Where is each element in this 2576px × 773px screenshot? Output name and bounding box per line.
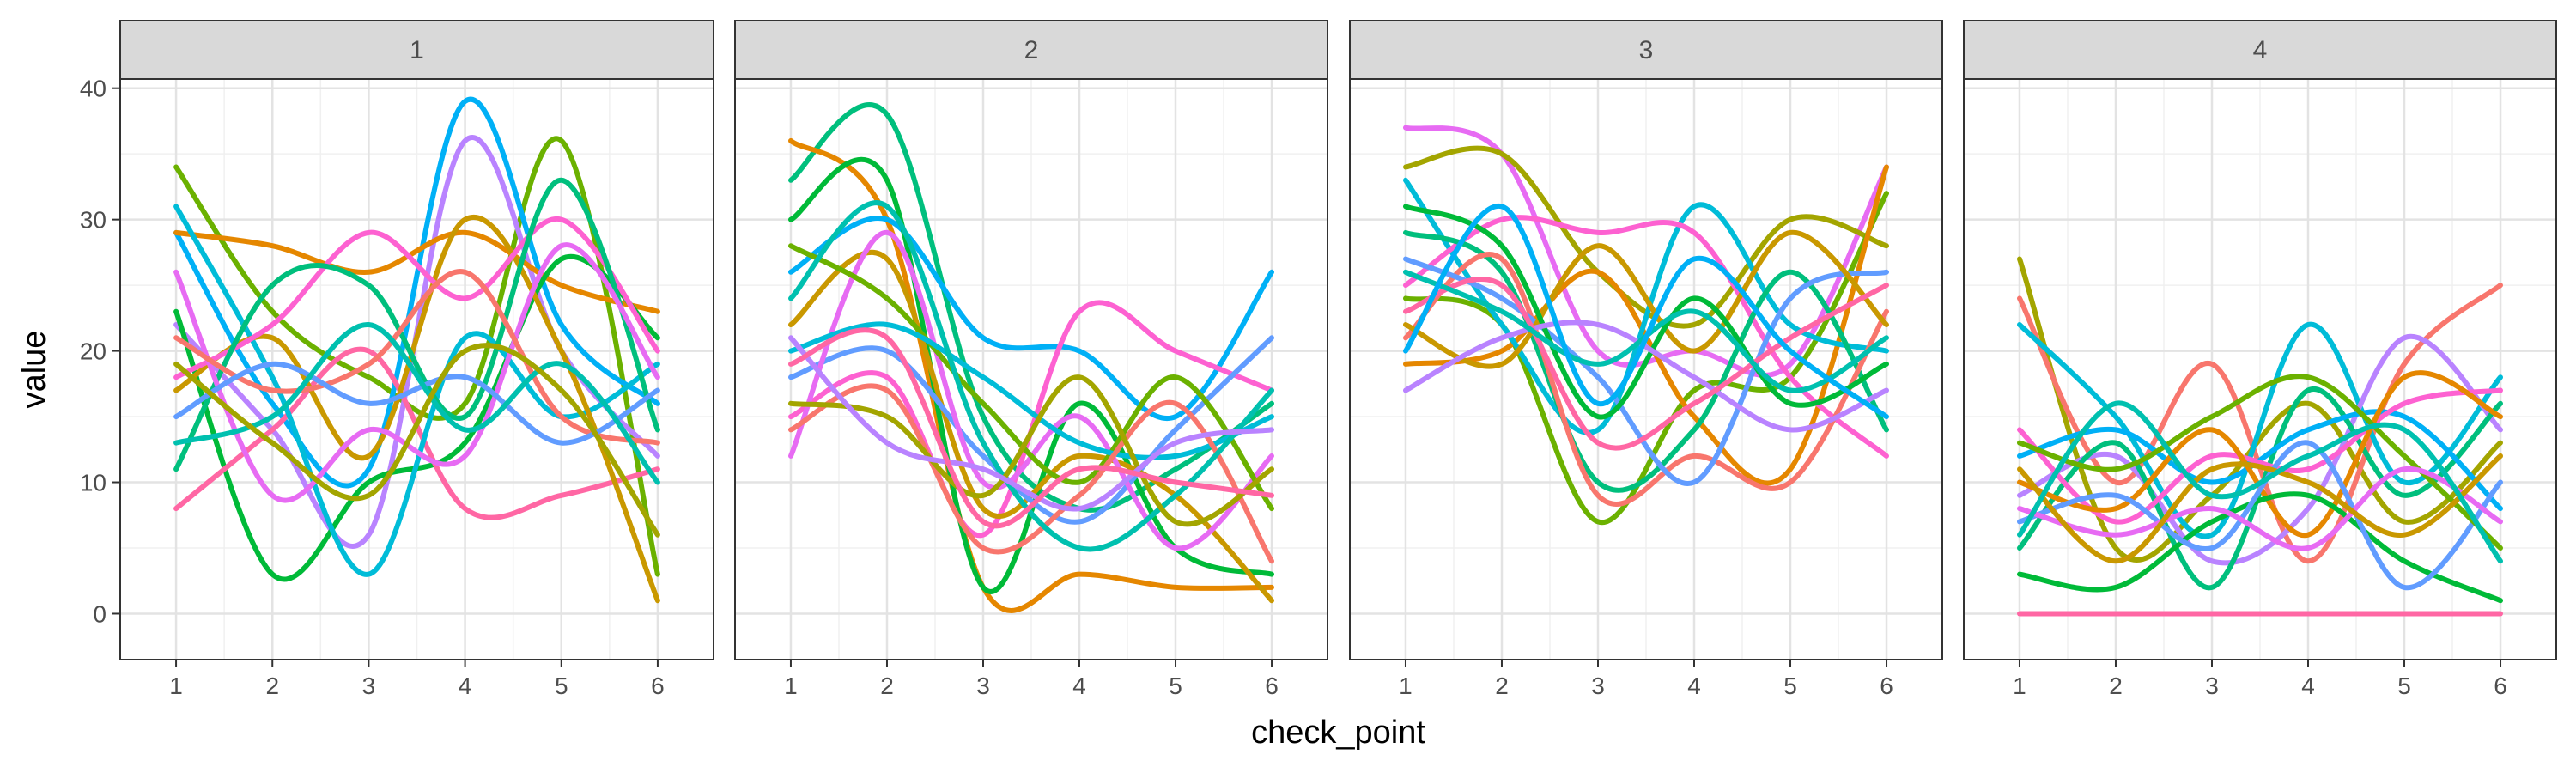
facet-strip-label: 4: [2253, 36, 2268, 64]
facet-panel-1: 1 1 2 3 4 5 6 0 10 20 30 40: [80, 20, 714, 699]
series-group: [788, 102, 1274, 613]
x-tick-label: 4: [1687, 673, 1701, 699]
y-tick-label: 20: [80, 338, 106, 365]
x-tick-label: 3: [1591, 673, 1605, 699]
series-line-5: [173, 253, 660, 582]
x-tick-label: 2: [2109, 673, 2123, 699]
series-line-8: [1403, 252, 1889, 507]
y-tick-label: 40: [80, 76, 106, 102]
series-group: [1403, 125, 1889, 526]
x-tick-label: 6: [1265, 673, 1279, 699]
series-line-11: [1403, 204, 1889, 420]
series-line-10: [1403, 229, 1889, 369]
series-line-14: [173, 321, 660, 485]
series-line-15: [1403, 204, 1889, 420]
series-line-7: [788, 335, 1274, 525]
series-line-5: [788, 156, 1274, 594]
x-tick-label: 4: [1072, 673, 1086, 699]
x-tick-label: 5: [2397, 673, 2411, 699]
x-tick-label: 6: [1880, 673, 1893, 699]
series-line-4: [173, 229, 660, 314]
series-line-12: [1403, 320, 1889, 433]
x-tick-label: 5: [1783, 673, 1797, 699]
x-tick-label: 3: [2205, 673, 2219, 699]
series-line-1: [788, 102, 1274, 513]
facet-panel-2: 2 1 2 3 4 5 6: [734, 20, 1328, 699]
panel-border: [119, 78, 714, 660]
series-line-15: [173, 343, 660, 538]
x-tick-label: 1: [2013, 673, 2026, 699]
series-line-10: [2017, 491, 2503, 604]
series-line-9: [788, 243, 1274, 512]
facet-strip-label: 1: [410, 36, 424, 64]
x-tick-label: 4: [459, 673, 472, 699]
y-tick-label: 10: [80, 470, 106, 496]
x-tick-label: 5: [1169, 673, 1182, 699]
x-tick-label: 2: [265, 673, 279, 699]
series-line-14: [2017, 453, 2503, 564]
series-line-9: [173, 216, 660, 380]
facet-strip: [1349, 20, 1943, 80]
x-tick-label: 6: [651, 673, 665, 699]
series-group: [173, 96, 660, 604]
x-axis-title: check_point: [1251, 715, 1425, 751]
y-tick-label: 0: [93, 600, 106, 627]
x-tick-label: 3: [976, 673, 990, 699]
series-line-6: [1403, 215, 1889, 459]
series-line-13: [1403, 277, 1889, 451]
series-line-13: [788, 374, 1274, 527]
series-line-12: [173, 269, 660, 446]
x-tick-label: 1: [784, 673, 798, 699]
x-tick-label: 2: [1495, 673, 1509, 699]
x-tick-label: 3: [362, 673, 376, 699]
y-axis-title: value: [16, 331, 52, 409]
series-line-15: [2017, 400, 2503, 564]
series-line-11: [788, 383, 1274, 564]
x-tick-label: 5: [555, 673, 568, 699]
series-line-9: [1403, 256, 1889, 487]
series-line-13: [173, 361, 660, 446]
series-line-3: [788, 215, 1274, 422]
series-line-8: [788, 229, 1274, 551]
series-line-7: [2017, 409, 2503, 512]
series-line-2: [173, 96, 660, 489]
series-line-1: [173, 136, 660, 577]
facet-strip: [119, 20, 714, 80]
x-tick-label: 1: [169, 673, 183, 699]
panel-border: [734, 78, 1328, 660]
series-line-9: [2017, 370, 2503, 538]
facet-panel-4: 4 1 2 3 4 5 6: [1963, 20, 2557, 699]
y-tick-label: 30: [80, 207, 106, 234]
series-line-13: [2017, 466, 2503, 551]
series-line-14: [788, 335, 1274, 512]
x-tick-label: 6: [2494, 673, 2507, 699]
facet-strip-label: 2: [1024, 36, 1039, 64]
series-line-11: [173, 242, 660, 503]
series-line-10: [788, 321, 1274, 460]
facet-panel-3: 3 1 2 3 4 5 6: [1349, 20, 1943, 699]
x-tick-label: 2: [880, 673, 894, 699]
series-line-11: [2017, 440, 2503, 590]
series-line-4: [2017, 321, 2503, 539]
series-group: [2017, 256, 2503, 617]
panel-border: [1963, 78, 2557, 660]
series-line-10: [173, 177, 660, 472]
series-line-8: [2017, 387, 2503, 525]
facet-strip: [734, 20, 1328, 80]
panel-border: [1349, 78, 1943, 660]
series-line-6: [788, 249, 1274, 604]
x-tick-label: 4: [2301, 673, 2315, 699]
x-tick-label: 1: [1399, 673, 1413, 699]
series-line-15: [788, 327, 1274, 529]
facet-strip-label: 3: [1639, 36, 1654, 64]
